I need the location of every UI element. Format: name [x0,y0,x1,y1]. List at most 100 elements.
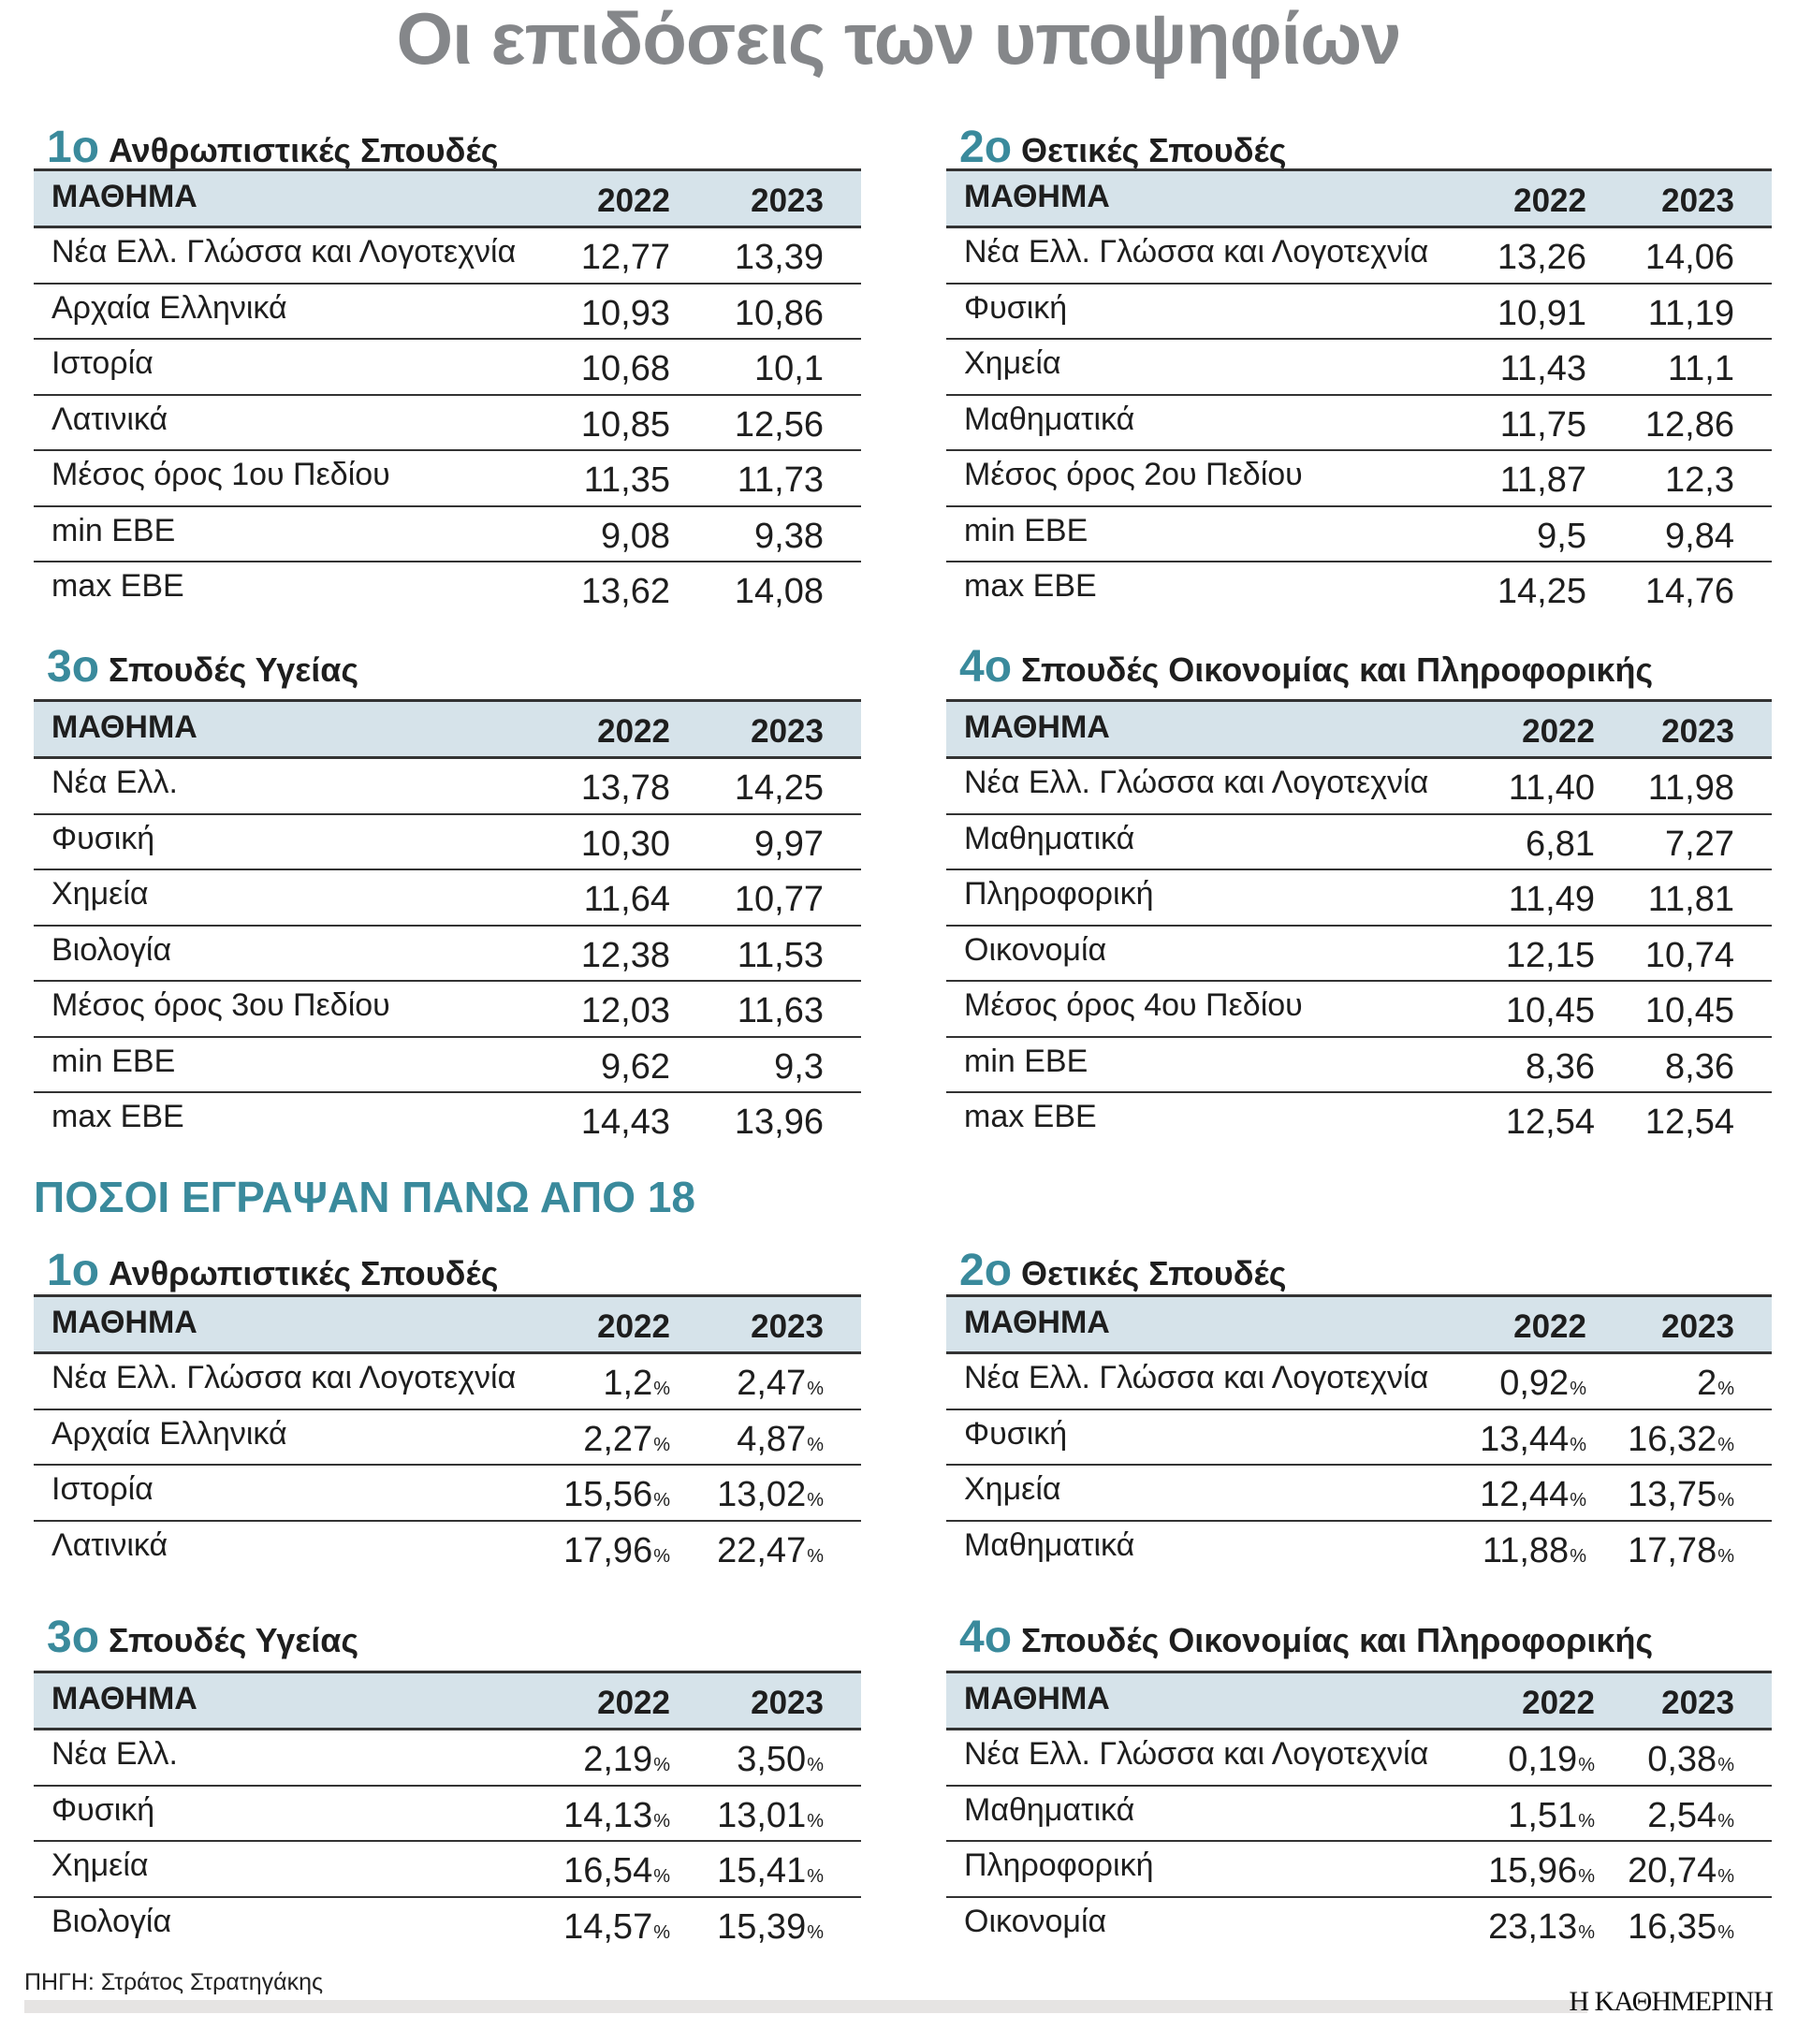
table-row: max ΕΒΕ 14,43 13,96 [34,1093,861,1147]
value-number: 15,39 [717,1906,807,1947]
value-2023: 11,53 [738,936,824,976]
table-row: Μέσος όρος 3ου Πεδίου 12,03 11,63 [34,982,861,1038]
percent-unit: % [1717,1434,1734,1455]
value-2022: 0,92% [1499,1364,1586,1404]
value-number: 9,62 [601,1046,670,1087]
subject-label: Χημεία [964,345,1061,381]
percent-unit: % [807,1545,824,1567]
header-2023: 2023 [1661,1308,1734,1345]
value-number: 11,19 [1647,293,1734,333]
table-row: Φυσική 10,91 11,19 [946,285,1772,340]
table-row: Αρχαία Ελληνικά 2,27% 4,87% [34,1410,861,1466]
header-subject: ΜΑΘΗΜΑ [964,1681,1110,1716]
subject-label: Λατινικά [51,1526,168,1563]
value-number: 11,87 [1499,460,1586,500]
header-2023: 2023 [751,1685,824,1721]
table-header: ΜΑΘΗΜΑ 2022 2023 [34,1294,861,1354]
value-number: 11,81 [1647,880,1734,919]
value-number: 10,74 [1644,935,1734,975]
value-number: 9,3 [774,1046,824,1087]
table-row: Ιστορία 10,68 10,1 [34,340,861,396]
value-number: 13,75 [1628,1475,1717,1514]
value-2022: 6,81 [1526,825,1595,865]
section-title: 3ο Σπουδές Υγείας [47,641,358,693]
header-2022: 2022 [1513,1308,1586,1345]
value-2022: 14,13% [563,1796,670,1836]
section-number: 1ο [47,1246,100,1295]
table-row: min ΕΒΕ 8,36 8,36 [946,1038,1772,1093]
header-subject: ΜΑΘΗΜΑ [51,179,197,214]
value-2022: 12,54 [1506,1102,1595,1143]
value-number: 15,56 [563,1475,653,1514]
value-number: 10,85 [580,404,670,445]
table-header: ΜΑΘΗΜΑ 2022 2023 [946,1671,1772,1730]
header-2023: 2023 [751,713,824,750]
section-title: 2ο Θετικές Σπουδές [959,1245,1287,1296]
value-number: 13,39 [734,238,824,277]
value-number: 23,13 [1488,1906,1578,1947]
table-row: Πληροφορική 15,96% 20,74% [946,1842,1772,1898]
value-2022: 17,96% [563,1531,670,1571]
value-2023: 14,08 [735,572,824,612]
value-2023: 11,81 [1648,880,1734,920]
value-number: 12,54 [1505,1102,1595,1142]
value-number: 12,03 [580,991,670,1030]
value-2022: 11,49 [1509,880,1595,920]
table-row: Μέσος όρος 1ου Πεδίου 11,35 11,73 [34,451,861,507]
value-number: 8,36 [1665,1046,1734,1087]
subject-label: Μέσος όρος 3ου Πεδίου [51,987,390,1023]
section-name: Σπουδές Υγείας [109,1621,359,1659]
section-number: 2ο [959,123,1013,172]
data-table: ΜΑΘΗΜΑ 2022 2023 Νέα Ελλ. Γλώσσα και Λογοτε… [946,1671,1772,1951]
percent-unit: % [1717,1490,1734,1511]
value-2022: 11,64 [584,880,670,920]
value-number: 2,27 [583,1419,653,1459]
percent-unit: % [1717,1379,1734,1399]
value-number: 11,73 [737,460,824,500]
table-row: max ΕΒΕ 13,62 14,08 [34,562,861,617]
section-title: 3ο Σπουδές Υγείας [47,1612,358,1663]
percent-unit: % [1570,1490,1586,1511]
subject-label: Νέα Ελλ. Γλώσσα και Λογοτεχνία [964,234,1429,270]
value-2023: 9,38 [754,517,824,557]
header-2022: 2022 [1513,182,1586,219]
value-number: 12,77 [580,238,670,277]
value-number: 13,62 [580,572,670,611]
value-2022: 23,13% [1488,1907,1595,1948]
value-number: 0,92 [1499,1364,1570,1403]
value-number: 2,19 [583,1740,653,1779]
table-row: Οικονομία 12,15 10,74 [946,927,1772,982]
value-number: 14,25 [1497,572,1586,611]
value-2022: 11,40 [1509,768,1595,809]
value-number: 11,1 [1667,349,1734,388]
value-number: 12,54 [1644,1102,1734,1142]
table-row: Νέα Ελλ. Γλώσσα και Λογοτεχνία 11,40 11,98 [946,759,1772,815]
section-title: 2ο Θετικές Σπουδές [959,122,1287,173]
value-2022: 12,44% [1480,1475,1586,1515]
value-number: 14,43 [580,1102,670,1142]
value-number: 10,93 [580,293,670,333]
value-2023: 10,77 [735,880,824,920]
subject-label: Πληροφορική [964,1847,1154,1883]
value-number: 10,91 [1497,293,1586,333]
value-number: 9,38 [754,516,824,556]
value-number: 13,44 [1480,1419,1570,1459]
section-name: Σπουδές Οικονομίας και Πληροφορικής [1021,650,1654,689]
subject-label: Μαθηματικά [964,820,1135,856]
value-2023: 10,1 [754,349,824,389]
percent-unit: % [1578,1921,1595,1943]
percent-unit: % [653,1379,670,1399]
value-2023: 14,25 [735,768,824,809]
percent-unit: % [807,1379,824,1399]
header-2022: 2022 [1522,1685,1595,1721]
subject-label: Αρχαία Ελληνικά [51,1415,287,1452]
value-number: 10,86 [734,293,824,333]
table-row: Μαθηματικά 11,88% 17,78% [946,1522,1772,1576]
section-name: Θετικές Σπουδές [1021,1254,1287,1292]
value-2022: 2,27% [583,1420,670,1460]
header-2023: 2023 [1661,713,1734,750]
value-2023: 13,02% [717,1475,824,1515]
value-2023: 2,54% [1647,1796,1734,1836]
header-2023: 2023 [751,182,824,219]
value-number: 16,35 [1628,1906,1717,1947]
